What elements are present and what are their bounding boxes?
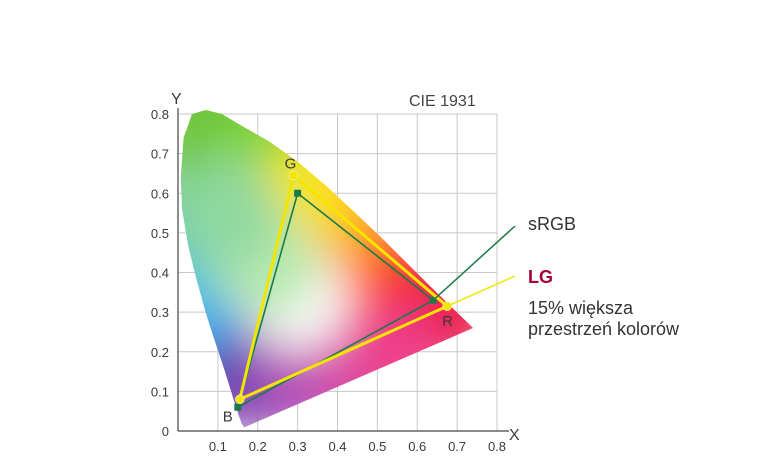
y-tick-label: 0.8 bbox=[151, 107, 169, 122]
x-tick-label: 0.6 bbox=[408, 439, 426, 454]
x-tick-label: 0.7 bbox=[448, 439, 466, 454]
lg-vertex-label-g: G bbox=[285, 155, 297, 172]
lg-vertex-marker bbox=[235, 394, 245, 405]
annotations: sRGB LG 15% większa przestrzeń kolorów bbox=[432, 214, 680, 339]
lg-triangle bbox=[237, 172, 450, 402]
srgb-vertex-marker bbox=[294, 189, 302, 197]
y-tick-label: 0.4 bbox=[151, 266, 169, 281]
y-tick-label: 0.1 bbox=[151, 384, 169, 399]
srgb-label: sRGB bbox=[528, 214, 576, 234]
x-tick-label: 0.5 bbox=[368, 439, 386, 454]
lg-vertex-label-r: R bbox=[442, 313, 453, 330]
y-tick-label: 0.2 bbox=[151, 345, 169, 360]
lg-description-line2: przestrzeń kolorów bbox=[528, 319, 680, 339]
lg-description-line1: 15% większa bbox=[528, 298, 634, 318]
lg-vertex-label-b: B bbox=[223, 408, 233, 425]
y-tick-labels: 0 0.1 0.2 0.3 0.4 0.5 0.6 0.7 0.8 bbox=[151, 107, 169, 439]
y-tick-label: 0.6 bbox=[151, 186, 169, 201]
series-lg: R G B bbox=[223, 155, 453, 425]
x-tick-label: 0.8 bbox=[488, 439, 506, 454]
lg-label: LG bbox=[528, 267, 553, 287]
y-axis-title: Y bbox=[171, 91, 182, 108]
chart-title: CIE 1931 bbox=[409, 93, 476, 110]
lg-vertex-marker bbox=[288, 170, 299, 181]
srgb-leader-line bbox=[432, 225, 516, 301]
x-tick-labels: 0.1 0.2 0.3 0.4 0.5 0.6 0.7 0.8 bbox=[209, 439, 506, 454]
srgb-triangle bbox=[236, 191, 435, 409]
y-tick-label: 0.7 bbox=[151, 147, 169, 162]
lg-leader-line bbox=[446, 275, 516, 307]
y-tick-label: 0.3 bbox=[151, 305, 169, 320]
y-tick-label: 0.5 bbox=[151, 226, 169, 241]
x-tick-label: 0.1 bbox=[209, 439, 227, 454]
y-tick-label: 0 bbox=[162, 424, 169, 439]
chromaticity-gamut bbox=[180, 110, 474, 428]
gamut-color-blob bbox=[180, 158, 281, 269]
x-tick-label: 0.2 bbox=[249, 439, 267, 454]
x-tick-label: 0.3 bbox=[289, 439, 307, 454]
x-tick-label: 0.4 bbox=[328, 439, 346, 454]
axes bbox=[177, 108, 509, 432]
srgb-vertex-marker bbox=[234, 403, 242, 411]
x-axis-title: X bbox=[509, 427, 520, 444]
